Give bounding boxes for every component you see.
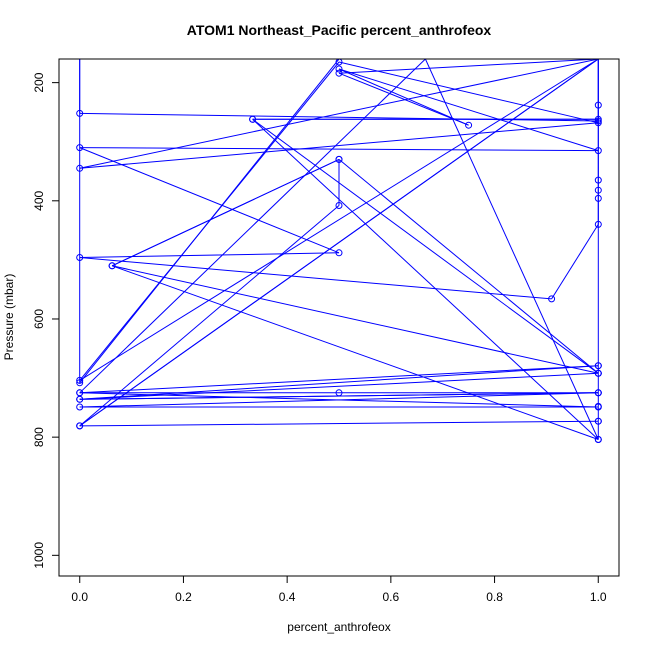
x-tick-label: 0.0 [71, 590, 88, 604]
series-line-segment [79, 59, 599, 381]
data-point [594, 119, 602, 127]
data-point [594, 220, 602, 228]
y-axis-label: Pressure (mbar) [2, 274, 16, 361]
y-tick-label: 600 [32, 309, 46, 329]
series-line-segment [79, 205, 340, 427]
series-line-segment [338, 68, 599, 152]
series-line-segment [79, 59, 599, 169]
data-point [335, 155, 343, 163]
data-point [594, 403, 602, 411]
data-point [76, 379, 84, 387]
data-point [76, 395, 84, 403]
plot-data-layer [76, 59, 602, 443]
data-point [76, 422, 84, 430]
data-point [335, 202, 343, 209]
x-tick-label: 1.0 [590, 590, 607, 604]
series-line-segment [79, 372, 599, 400]
series-line-segment [424, 59, 599, 440]
data-point [594, 176, 602, 184]
series-line-segment [338, 59, 599, 74]
series-line-segment [79, 147, 340, 254]
data-point [76, 376, 84, 384]
data-point [335, 59, 343, 66]
data-point [594, 436, 602, 443]
data-point [594, 417, 602, 425]
data-point [548, 295, 556, 303]
data-point [76, 164, 84, 172]
series-line-segment [79, 59, 340, 384]
x-tick-label: 0.4 [279, 590, 296, 604]
data-point [76, 254, 84, 261]
data-point [465, 121, 473, 129]
data-point [76, 403, 84, 411]
series-line-segment [79, 257, 552, 300]
series-line-segment [551, 224, 599, 300]
series-line-segment [79, 147, 599, 152]
series-line-segment [79, 252, 340, 258]
y-tick-label: 800 [32, 427, 46, 447]
data-point [594, 194, 602, 202]
series-line-segment [79, 59, 426, 394]
series-line-segment [338, 68, 469, 126]
x-tick-label: 0.2 [175, 590, 192, 604]
y-tick-label: 200 [32, 72, 46, 92]
series-line-segment [79, 365, 599, 394]
series-line-segment [111, 265, 599, 374]
axes-layer: 0.0 0.2 0.4 0.6 0.8 1.0 200 400 600 800 1000 [32, 72, 607, 604]
data-point [594, 147, 602, 155]
data-point [335, 69, 343, 77]
data-point [594, 115, 602, 123]
data-point [249, 115, 257, 123]
data-point [76, 109, 84, 117]
series-line-segment [111, 158, 340, 267]
series-line-segment [111, 265, 599, 440]
data-point [335, 249, 343, 257]
y-tick-label: 1000 [32, 542, 46, 569]
data-point [594, 362, 602, 370]
data-point [335, 65, 343, 73]
series-line-segment [79, 420, 599, 427]
data-point [335, 389, 343, 397]
series-line-segment [79, 59, 599, 427]
data-point [594, 101, 602, 109]
series-line-segment [338, 159, 599, 374]
series-line-segment [338, 72, 469, 126]
data-point [594, 369, 602, 377]
series-line-segment [79, 122, 599, 169]
data-point [594, 186, 602, 194]
series-line-segment [252, 118, 599, 374]
chart-title: ATOM1 Northeast_Pacific percent_anthrofe… [187, 22, 492, 38]
data-point [594, 389, 602, 397]
x-tick-label: 0.6 [383, 590, 400, 604]
x-tick-label: 0.8 [486, 590, 503, 604]
plot-frame [58, 58, 620, 577]
x-axis-label: percent_anthrofeox [287, 620, 390, 634]
series-line-segment [338, 61, 599, 124]
y-tick-label: 400 [32, 190, 46, 210]
data-point [108, 262, 116, 270]
data-point [76, 144, 84, 152]
series-line-segment [79, 365, 599, 400]
